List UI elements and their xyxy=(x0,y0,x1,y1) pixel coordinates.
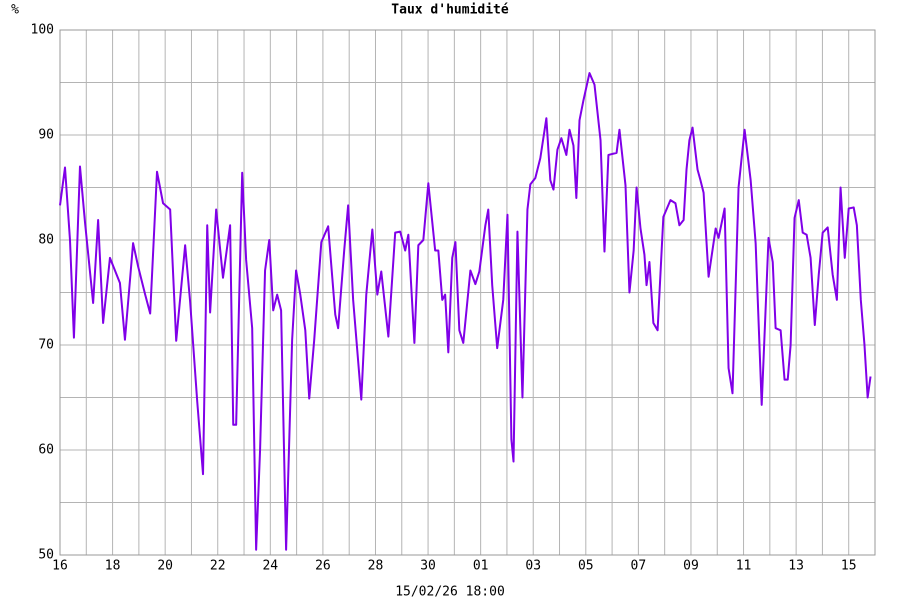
plot-frame xyxy=(59,29,876,556)
humidity-line xyxy=(59,72,872,551)
y-axis-label: % xyxy=(11,3,19,18)
x-tick-label: 13 xyxy=(788,559,804,574)
x-tick-label: 03 xyxy=(525,559,541,574)
x-tick-label: 26 xyxy=(315,559,331,574)
x-tick-label: 09 xyxy=(683,559,699,574)
x-tick-label: 11 xyxy=(736,559,752,574)
x-tick-label: 20 xyxy=(157,559,173,574)
y-tick-label: 60 xyxy=(38,443,54,458)
x-axis-label: 15/02/26 18:00 xyxy=(395,585,505,600)
x-tick-label: 15 xyxy=(841,559,857,574)
y-tick-label: 80 xyxy=(38,233,54,248)
x-tick-label: 18 xyxy=(105,559,121,574)
chart-title: Taux d'humidité xyxy=(391,3,509,18)
x-tick-label: 07 xyxy=(631,559,647,574)
y-tick-label: 100 xyxy=(31,23,54,38)
x-tick-label: 22 xyxy=(210,559,226,574)
x-tick-label: 30 xyxy=(420,559,436,574)
x-tick-label: 28 xyxy=(368,559,384,574)
y-tick-label: 50 xyxy=(38,548,54,563)
x-tick-label: 16 xyxy=(52,559,68,574)
x-tick-label: 01 xyxy=(473,559,489,574)
y-tick-label: 90 xyxy=(38,128,54,143)
x-tick-label: 24 xyxy=(262,559,278,574)
x-tick-label: 05 xyxy=(578,559,594,574)
y-tick-label: 70 xyxy=(38,338,54,353)
